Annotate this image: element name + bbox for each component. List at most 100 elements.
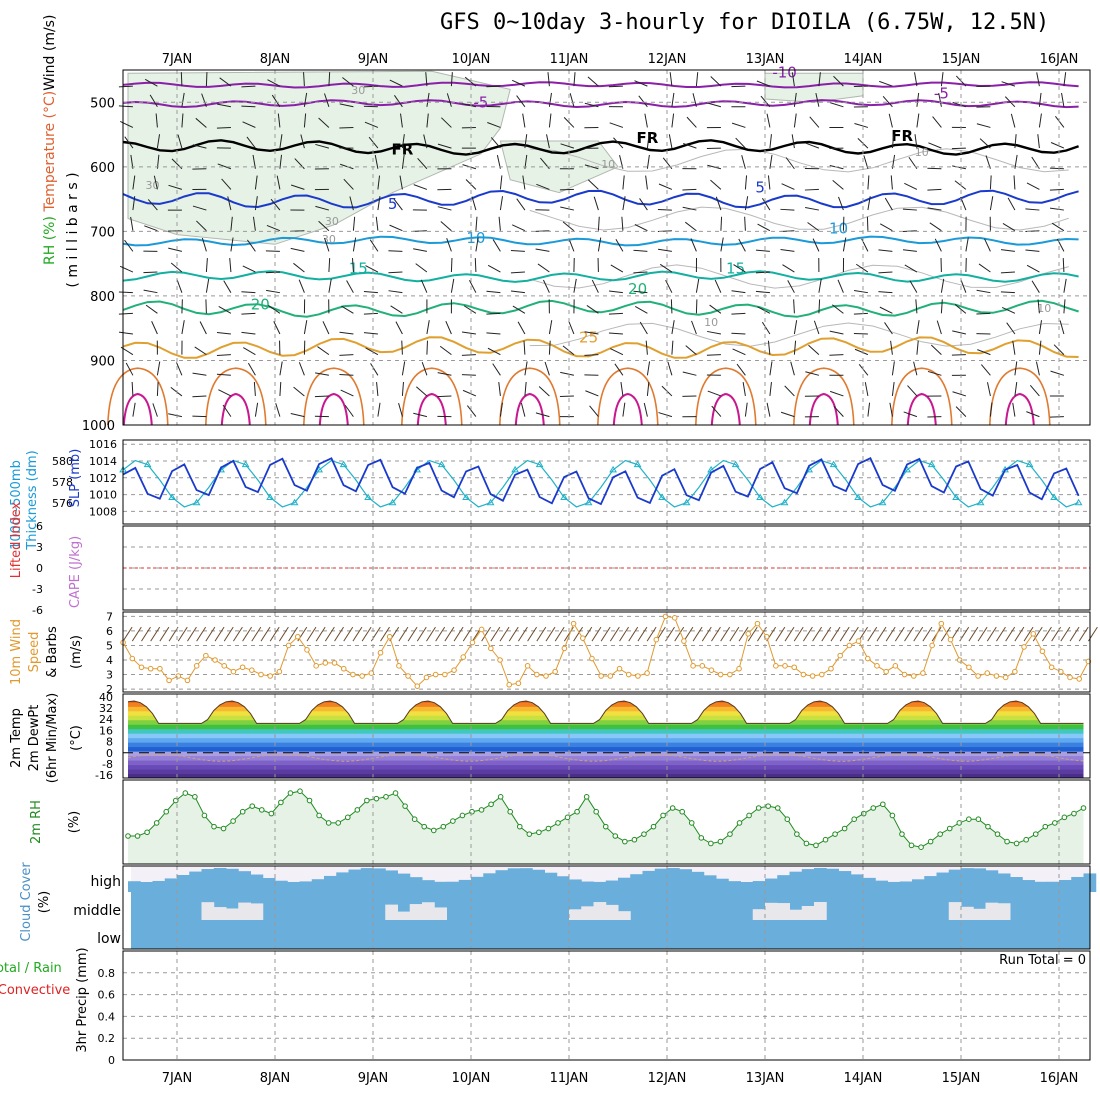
barb-352	[143, 271, 158, 274]
barb-330	[568, 238, 575, 252]
thickness-point-26	[437, 460, 446, 468]
barb-274	[144, 225, 158, 232]
barb-309	[1002, 223, 1016, 232]
barb-438	[341, 305, 354, 314]
rh-point-27	[383, 794, 389, 800]
barb-489	[639, 321, 648, 335]
thickness-point-34	[535, 460, 544, 468]
wind10m-point-83	[883, 668, 889, 675]
barb-492	[707, 330, 721, 335]
barb-124	[300, 134, 305, 149]
barb-80	[181, 113, 184, 128]
barb-625	[152, 403, 158, 417]
wind10m-point-14	[249, 667, 255, 673]
wind-ytick-2: 2	[106, 683, 113, 696]
barb-160	[217, 163, 232, 170]
barb-200	[254, 175, 258, 190]
precip-ylabel-1: Total / Rain	[0, 961, 62, 976]
barb-372	[633, 271, 648, 274]
barb-71	[916, 92, 920, 107]
barb-596	[401, 381, 404, 396]
rh-point-47	[574, 808, 580, 815]
barb-522	[487, 347, 501, 356]
wind10m-point-36	[451, 667, 457, 673]
barb-504	[1006, 322, 1016, 335]
barb-227	[904, 182, 918, 190]
barb-398	[328, 278, 332, 293]
cloud-mid-block-15	[250, 903, 264, 920]
isotherm-label-12: 20	[251, 295, 270, 313]
rh-point-100	[1080, 805, 1087, 811]
barb-316	[230, 237, 234, 252]
cloud-mid-block-71	[777, 903, 790, 920]
barb-99	[644, 113, 648, 128]
barb-149	[914, 134, 918, 149]
wind10m-point-30	[396, 663, 402, 669]
barb-529	[671, 340, 674, 355]
wind10m-barb-103	[1069, 626, 1080, 642]
day-label-top-0: 7JAN	[162, 52, 193, 67]
barb-576	[858, 364, 869, 376]
wind10m-point-95	[993, 673, 1000, 679]
barb-564	[560, 371, 575, 376]
barb-458	[832, 304, 844, 314]
frame-cloud	[122, 865, 1091, 950]
barb-445	[512, 305, 526, 314]
barb-140	[683, 143, 697, 149]
barb-531	[706, 354, 721, 356]
cloud-high-block-21	[324, 875, 337, 892]
temp-ytick-40: 40	[99, 691, 113, 704]
barb-543	[1012, 340, 1016, 355]
cloud-mid-block-73	[789, 909, 803, 920]
slp-ytick-1016: 1016	[89, 438, 117, 451]
barb-31	[879, 80, 893, 87]
barb-100	[671, 113, 675, 128]
contour-35-day-1	[220, 393, 251, 426]
rh-point-10	[220, 825, 227, 832]
barb-454	[731, 312, 746, 315]
barb-167	[401, 154, 405, 169]
barb-610	[742, 382, 746, 397]
wind10m-point-19	[294, 633, 301, 640]
barb-417	[787, 280, 795, 293]
rh-contour-1	[529, 206, 1069, 231]
barb-36	[1001, 81, 1016, 87]
barb-216	[645, 175, 648, 190]
barb-244	[377, 196, 381, 211]
barb-546	[125, 362, 134, 376]
barb-139	[668, 134, 673, 149]
barb-585	[131, 381, 134, 396]
barb-206	[399, 175, 403, 190]
barb-468	[118, 331, 133, 335]
wind-ytick-7: 7	[106, 610, 113, 623]
precip-ytick-0.2: 0.2	[98, 1032, 116, 1045]
wind10m-barbs	[122, 626, 1098, 642]
barb-314	[168, 247, 183, 252]
thickness-point-2	[143, 460, 152, 468]
barb-488	[608, 332, 623, 335]
barb-544	[1038, 340, 1042, 355]
barb-319	[290, 247, 305, 252]
slp-ytick-1008: 1008	[89, 505, 117, 518]
cloud-high-block-80	[850, 874, 864, 892]
barb-344	[902, 249, 917, 252]
barb-574	[805, 371, 820, 376]
barb-530	[685, 345, 697, 356]
barb-253	[593, 196, 599, 211]
barb-51	[426, 92, 430, 107]
rh-point-72	[813, 842, 819, 849]
thick-ytick-580: 580	[52, 455, 73, 468]
rh-point-6	[182, 790, 189, 796]
barb-535	[808, 344, 820, 356]
contour-35-day-4	[514, 393, 545, 426]
barb-451	[670, 299, 673, 314]
barb-40	[149, 94, 158, 108]
barb-440	[390, 305, 403, 314]
wind10m-barb-10	[214, 626, 225, 642]
chart-title: GFS 0~10day 3-hourly for DIOILA (6.75W, …	[440, 10, 1050, 35]
temp-band-8	[128, 737, 1084, 743]
barb-65	[760, 95, 771, 108]
barb-559	[437, 372, 452, 376]
wind10m-point-61	[681, 638, 687, 644]
barb-78	[120, 121, 134, 128]
